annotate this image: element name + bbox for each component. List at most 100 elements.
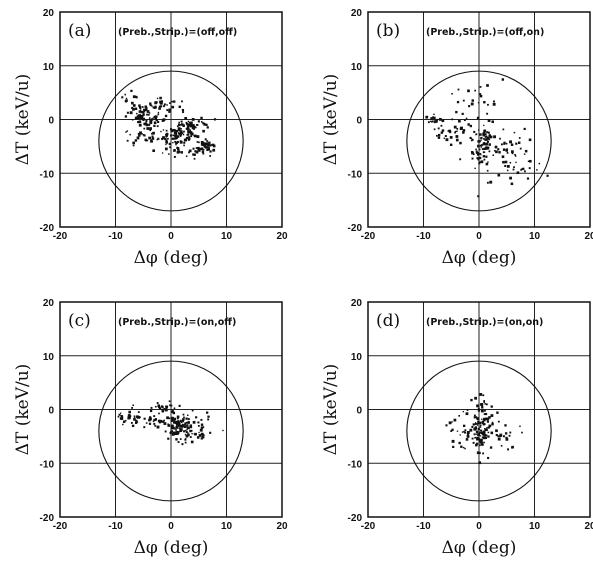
- data-point: [131, 424, 135, 428]
- data-point: [127, 414, 131, 417]
- data-point: [187, 433, 190, 437]
- data-point: [187, 127, 190, 131]
- data-point: [151, 105, 153, 107]
- data-point: [481, 420, 485, 424]
- data-point: [449, 136, 453, 139]
- data-point: [172, 141, 174, 144]
- data-point: [477, 409, 481, 412]
- data-point: [483, 432, 486, 436]
- data-point: [170, 129, 174, 133]
- data-point: [189, 425, 193, 429]
- data-point: [168, 153, 170, 155]
- data-point: [477, 407, 480, 410]
- data-point: [430, 120, 432, 123]
- data-point: [185, 438, 187, 440]
- y-tick-label: 0: [356, 406, 362, 417]
- data-point: [197, 146, 200, 150]
- data-point: [456, 100, 460, 104]
- data-point: [190, 121, 193, 125]
- data-point: [485, 403, 488, 406]
- data-point: [462, 411, 464, 413]
- data-point: [471, 138, 474, 141]
- data-point: [157, 419, 161, 423]
- data-point: [156, 425, 160, 429]
- data-point: [454, 131, 456, 134]
- data-point: [478, 162, 481, 165]
- data-point: [146, 113, 148, 116]
- data-point: [489, 180, 493, 184]
- data-point: [187, 123, 190, 126]
- data-point: [158, 105, 161, 108]
- data-point: [187, 418, 190, 421]
- data-point: [182, 418, 185, 421]
- data-point: [185, 417, 188, 420]
- data-point: [175, 420, 178, 423]
- data-point: [506, 148, 509, 151]
- data-point: [174, 130, 178, 134]
- data-point: [195, 416, 198, 419]
- data-point: [134, 139, 138, 142]
- data-point: [490, 405, 493, 408]
- data-point: [475, 148, 477, 151]
- data-point: [192, 124, 195, 127]
- data-point: [485, 142, 488, 146]
- scatter-points: [121, 89, 217, 160]
- data-point: [482, 423, 486, 426]
- data-point: [203, 142, 207, 146]
- data-point: [143, 113, 145, 115]
- panel-label: (b): [376, 21, 400, 41]
- data-point: [477, 427, 480, 431]
- x-tick-label: -10: [416, 231, 431, 242]
- data-point: [504, 164, 507, 167]
- data-point: [135, 96, 138, 99]
- data-point: [450, 430, 453, 432]
- data-point: [176, 146, 179, 149]
- y-tick-label: 20: [43, 8, 55, 19]
- data-point: [451, 439, 455, 443]
- data-point: [505, 438, 509, 441]
- data-point: [176, 423, 179, 425]
- data-point: [126, 139, 129, 142]
- data-point: [431, 120, 434, 122]
- data-point: [142, 111, 145, 114]
- data-point: [167, 424, 171, 427]
- data-point: [139, 416, 141, 418]
- data-point: [144, 123, 147, 125]
- data-point: [205, 123, 208, 126]
- data-point: [482, 155, 486, 158]
- data-point: [143, 417, 146, 420]
- data-point: [470, 398, 473, 402]
- data-point: [161, 137, 164, 141]
- data-point: [189, 424, 193, 427]
- data-point: [181, 132, 184, 134]
- data-point: [200, 143, 204, 146]
- data-point: [479, 86, 482, 88]
- data-point: [187, 120, 190, 123]
- data-point: [165, 139, 168, 142]
- data-point: [138, 110, 142, 113]
- data-point: [483, 441, 485, 444]
- data-point: [482, 133, 485, 137]
- data-point: [207, 146, 209, 148]
- data-point: [172, 431, 176, 434]
- data-point: [479, 435, 482, 437]
- data-point: [197, 425, 200, 427]
- data-point: [137, 411, 140, 414]
- data-point: [136, 115, 139, 117]
- data-point: [200, 418, 203, 421]
- data-point: [187, 432, 189, 434]
- data-point: [462, 131, 465, 134]
- data-point: [449, 130, 452, 134]
- data-point: [154, 418, 157, 421]
- y-tick-label: 10: [351, 352, 363, 363]
- data-point: [211, 143, 214, 146]
- data-point: [486, 169, 489, 172]
- data-point: [183, 141, 186, 144]
- data-point: [200, 121, 203, 123]
- data-point: [184, 441, 187, 444]
- data-point: [200, 423, 204, 426]
- data-point: [471, 138, 473, 140]
- data-point: [200, 140, 204, 144]
- data-point: [206, 126, 209, 129]
- x-tick-label: 10: [529, 521, 541, 532]
